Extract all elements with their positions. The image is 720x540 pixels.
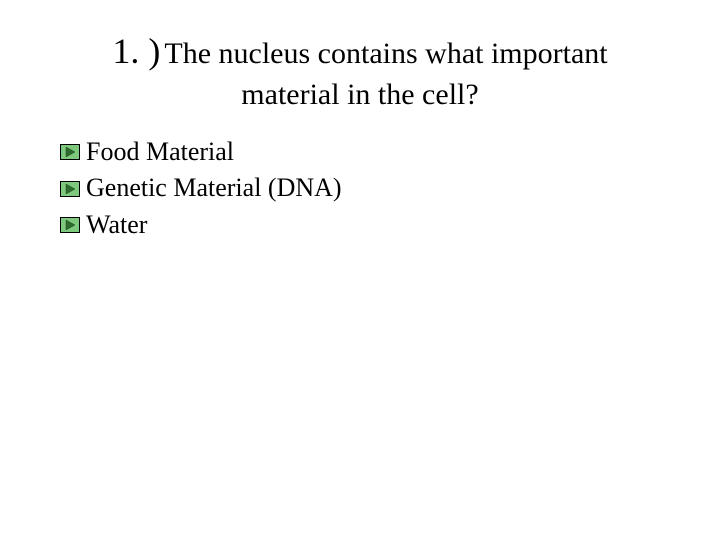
play-icon bbox=[60, 181, 80, 197]
question-container: 1. ) The nucleus contains what important… bbox=[0, 0, 720, 241]
option-item[interactable]: Genetic Material (DNA) bbox=[60, 172, 720, 205]
question-number: 1. ) bbox=[112, 31, 160, 71]
option-item[interactable]: Water bbox=[60, 209, 720, 242]
question-title: 1. ) The nucleus contains what important… bbox=[0, 28, 720, 114]
option-label: Food Material bbox=[86, 136, 234, 169]
option-item[interactable]: Food Material bbox=[60, 136, 720, 169]
question-text-line2: material in the cell? bbox=[241, 78, 478, 111]
option-label: Genetic Material (DNA) bbox=[86, 172, 342, 205]
play-icon bbox=[60, 144, 80, 160]
play-icon bbox=[60, 217, 80, 233]
options-list: Food Material Genetic Material (DNA) Wat… bbox=[0, 136, 720, 242]
question-text-line1: The nucleus contains what important bbox=[164, 37, 607, 70]
option-label: Water bbox=[86, 209, 147, 242]
